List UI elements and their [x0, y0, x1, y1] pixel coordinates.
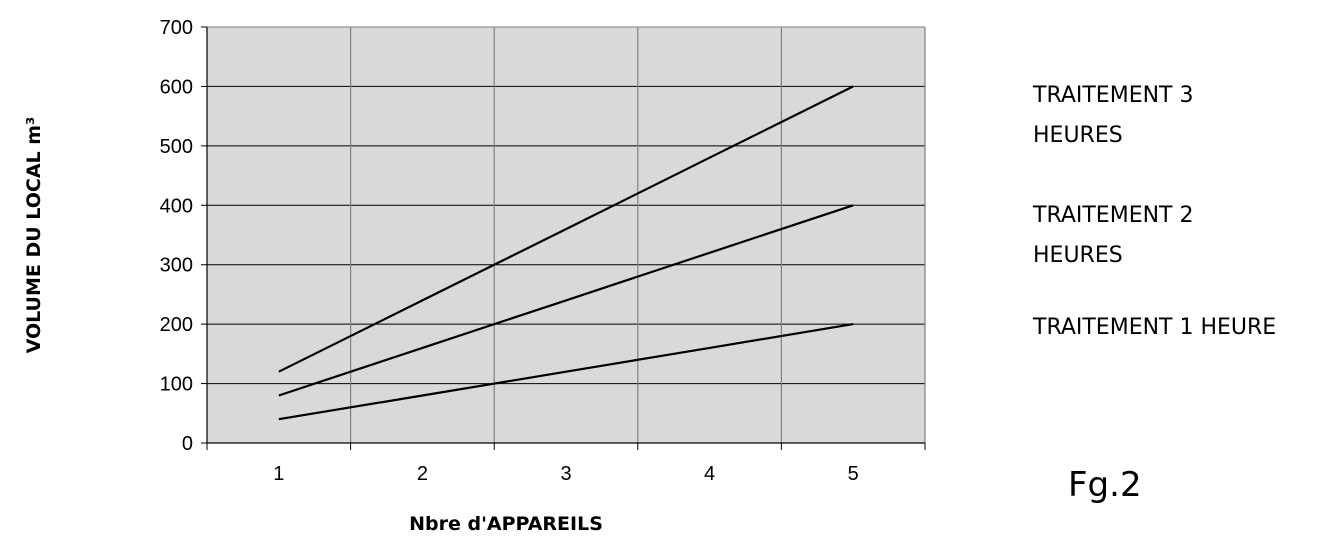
x-tick-label: 2	[417, 463, 428, 485]
tick-labels: 0 100 200 300 400 500 600 700 1 2 3 4 5	[160, 17, 859, 485]
plot-area	[207, 27, 925, 443]
series-lines	[278, 85, 854, 421]
y-tick-label: 500	[160, 136, 193, 158]
series-line-2	[278, 204, 854, 397]
legend-entry: TRAITEMENT 3 HEURES	[1033, 76, 1193, 156]
figure-label: Fg.2	[1068, 465, 1142, 505]
legend-entry-line: HEURES	[1033, 123, 1123, 148]
legend-entry: TRAITEMENT 2 HEURES	[1033, 196, 1193, 276]
x-tick-label: 5	[848, 463, 859, 485]
series-line-3	[278, 323, 854, 421]
x-axis-title: Nbre d'APPAREILS	[409, 513, 603, 535]
grid-lines	[207, 26, 926, 443]
x-tick-label: 3	[560, 463, 571, 485]
series-line-1	[278, 85, 854, 373]
legend-entry-line: HEURES	[1033, 243, 1123, 268]
x-tick-label: 1	[273, 463, 284, 485]
x-tick-label: 4	[704, 463, 715, 485]
y-tick-label: 100	[160, 374, 193, 396]
y-tick-label: 200	[160, 314, 193, 336]
y-tick-label: 0	[182, 433, 193, 455]
legend-entry: TRAITEMENT 1 HEURE	[1033, 308, 1276, 348]
y-tick-label: 700	[160, 17, 193, 39]
legend-entry-line: TRAITEMENT 1 HEURE	[1033, 315, 1277, 340]
y-tick-label: 300	[160, 255, 193, 277]
legend-entry-line: TRAITEMENT 2	[1033, 203, 1194, 228]
axes	[201, 26, 926, 450]
y-tick-label: 600	[160, 76, 193, 98]
legend-entry-line: TRAITEMENT 3	[1033, 83, 1194, 108]
y-tick-label: 400	[160, 195, 193, 217]
y-axis-title: VOLUME DU LOCAL m³	[23, 117, 45, 354]
